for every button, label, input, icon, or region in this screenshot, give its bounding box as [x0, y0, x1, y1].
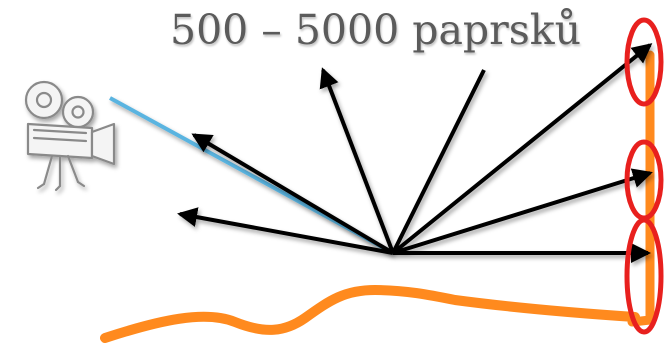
movie-camera-icon [24, 80, 116, 192]
ray-left [177, 207, 394, 255]
highlight-ellipses [624, 17, 664, 335]
ray-top-right [391, 43, 653, 255]
ray-bundle [177, 43, 653, 263]
ray-up [319, 67, 395, 254]
ray-count-title: 500 – 5000 paprsků [170, 6, 582, 54]
highlight-top [624, 17, 664, 107]
highlight-bottom [624, 217, 664, 335]
terrain-surface [100, 284, 640, 343]
ray-up-right [391, 69, 486, 254]
ray-upper-left [191, 133, 395, 255]
ray-mid-right [392, 168, 653, 255]
